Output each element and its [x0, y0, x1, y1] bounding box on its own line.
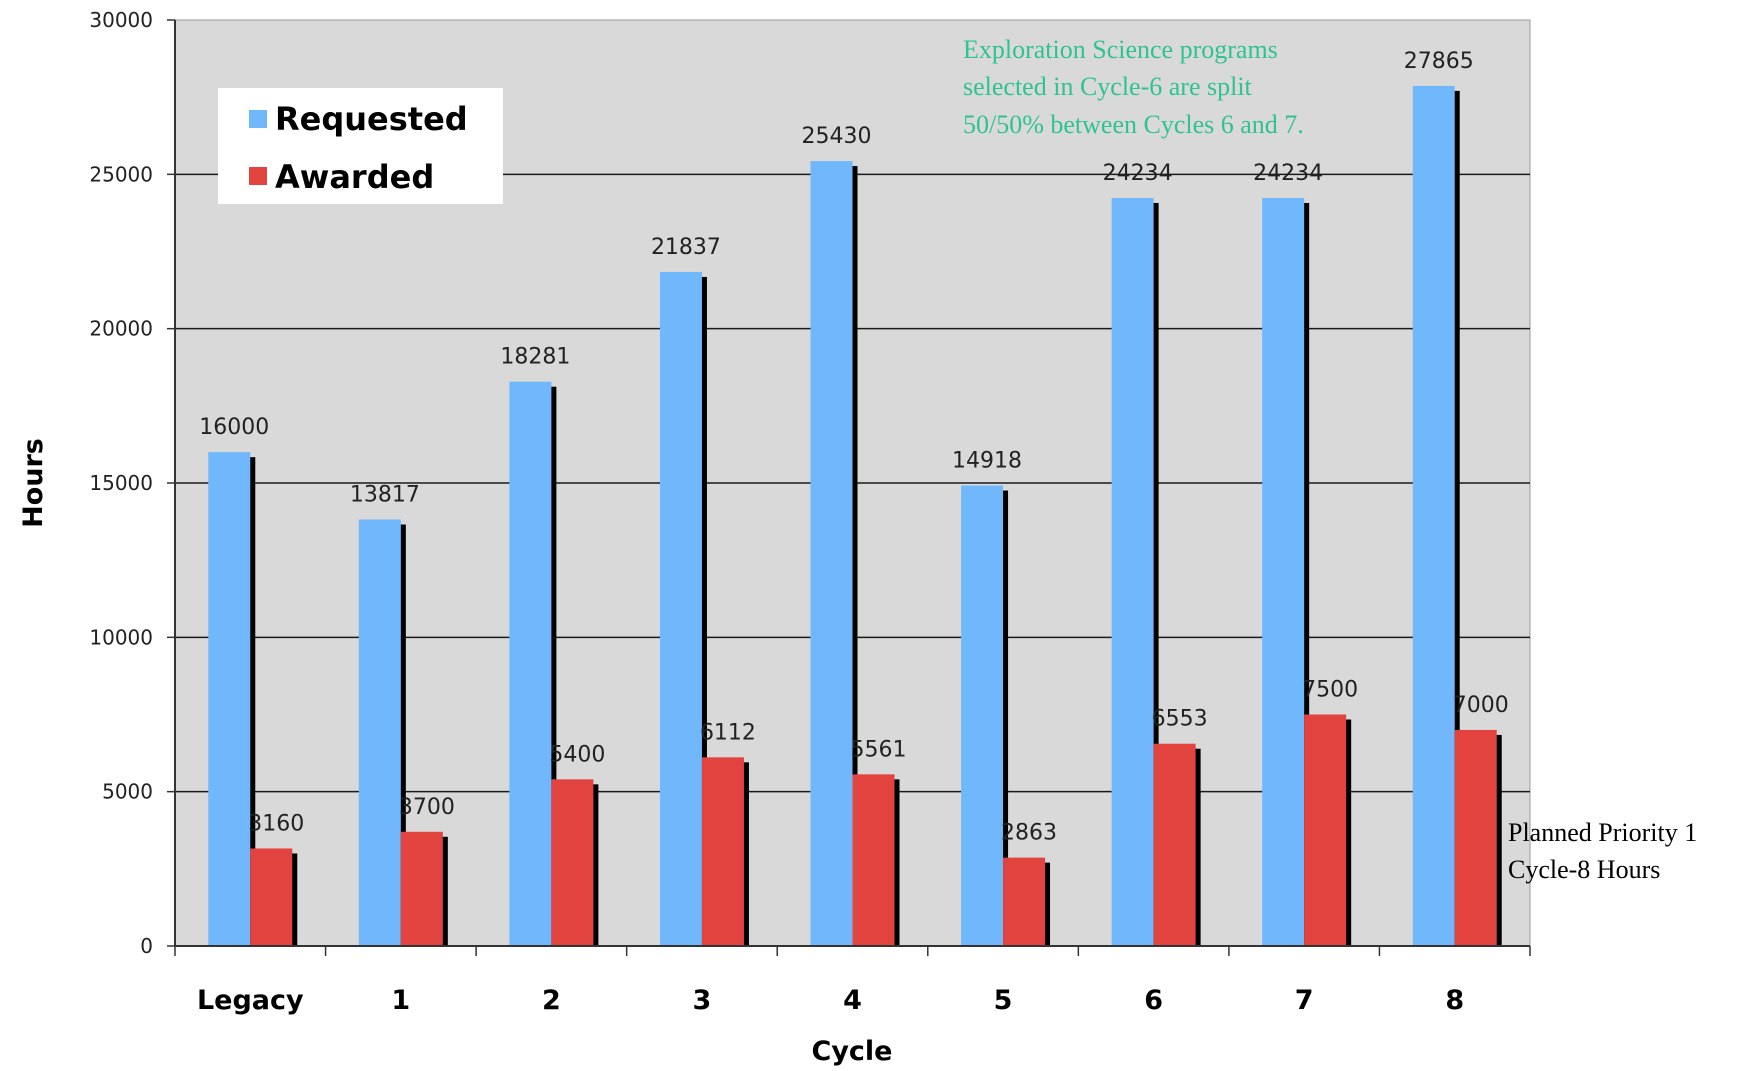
data-label-awarded: 5400	[549, 742, 605, 767]
x-axis-title: Cycle	[812, 1036, 893, 1067]
x-category-label: 1	[391, 985, 410, 1016]
data-label-awarded: 6112	[700, 720, 756, 745]
bar-requested	[659, 271, 702, 946]
legend-label-awarded: Awarded	[275, 158, 434, 196]
legend: Requested Awarded	[218, 88, 503, 204]
annotation-planned: Planned Priority 1 Cycle-8 Hours	[1508, 818, 1697, 884]
data-label-requested: 18281	[500, 345, 570, 370]
data-label-requested: 25430	[802, 124, 872, 149]
data-label-awarded: 7500	[1302, 678, 1358, 703]
legend-swatch-requested	[249, 110, 267, 128]
x-category-label: Legacy	[197, 985, 304, 1016]
data-label-awarded: 7000	[1453, 693, 1509, 718]
bar-requested	[961, 485, 1004, 946]
bar-awarded	[1003, 857, 1046, 946]
x-category-label: 8	[1445, 985, 1464, 1016]
bar-requested	[1262, 197, 1305, 947]
bar-requested	[1111, 197, 1154, 947]
x-category-label: 6	[1144, 985, 1163, 1016]
bar-requested	[509, 381, 552, 947]
bar-awarded	[1304, 714, 1347, 946]
legend-swatch-awarded	[249, 167, 267, 185]
bar-awarded	[1454, 729, 1497, 946]
data-label-requested: 14918	[952, 449, 1022, 474]
bar-requested	[358, 519, 401, 946]
data-label-requested: 21837	[651, 235, 721, 260]
bar-awarded	[701, 757, 744, 946]
y-axis-title: Hours	[18, 438, 49, 528]
data-labels: 16000 3160 13817 3700 18281 5400 21837 6112 2543…	[199, 49, 1508, 846]
x-category-label: 2	[542, 985, 561, 1016]
y-tick-label: 0	[140, 934, 153, 958]
annotation-exploration: Exploration Science programs selected in…	[963, 35, 1304, 139]
data-label-requested: 24234	[1253, 161, 1323, 186]
legend-label-requested: Requested	[275, 100, 468, 138]
y-tick-label: 25000	[89, 162, 153, 186]
data-label-awarded: 3700	[399, 795, 455, 820]
data-label-awarded: 2863	[1001, 821, 1057, 846]
annotation-line: 50/50% between Cycles 6 and 7.	[963, 110, 1304, 139]
x-category-label: 3	[693, 985, 712, 1016]
x-category-label: 4	[843, 985, 862, 1016]
x-category-labels: Legacy 1 2 3 4 5 6 7 8	[197, 985, 1464, 1016]
annotation-line: Cycle-8 Hours	[1508, 855, 1660, 884]
data-label-requested: 13817	[350, 483, 420, 508]
data-label-requested: 24234	[1103, 161, 1173, 186]
y-tick-label: 5000	[102, 780, 153, 804]
y-tick-labels: 0 5000 10000 15000 20000 25000 30000	[89, 8, 175, 958]
y-tick-label: 10000	[89, 625, 153, 649]
bar-awarded	[551, 779, 594, 946]
x-category-label: 7	[1295, 985, 1314, 1016]
data-label-awarded: 6553	[1152, 707, 1208, 732]
y-tick-label: 20000	[89, 317, 153, 341]
bars	[208, 85, 1502, 947]
annotation-line: Planned Priority 1	[1508, 818, 1697, 847]
data-label-requested: 16000	[199, 415, 269, 440]
bar-requested	[208, 452, 251, 946]
annotation-line: Exploration Science programs	[963, 35, 1278, 64]
bar-awarded	[1153, 743, 1196, 946]
bar-requested	[810, 161, 853, 946]
data-label-awarded: 3160	[248, 811, 304, 836]
x-axis	[174, 20, 1531, 956]
bar-requested	[1412, 85, 1455, 946]
y-tick-label: 30000	[89, 8, 153, 32]
data-label-requested: 27865	[1404, 49, 1474, 74]
data-label-awarded: 5561	[851, 737, 907, 762]
bar-awarded	[852, 774, 895, 946]
bar-awarded	[250, 848, 293, 946]
y-tick-label: 15000	[89, 471, 153, 495]
annotation-line: selected in Cycle-6 are split	[963, 72, 1253, 101]
x-category-label: 5	[994, 985, 1013, 1016]
bar-awarded	[400, 831, 443, 946]
